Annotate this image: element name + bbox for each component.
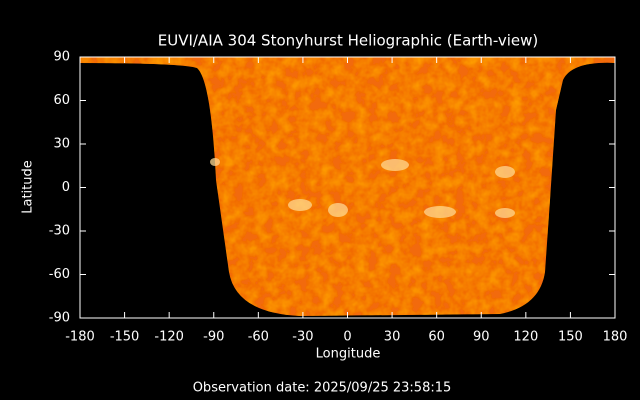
- x-tick-label: -90: [203, 330, 224, 345]
- x-tick-label: 0: [343, 330, 351, 345]
- y-axis-label: Latitude: [21, 160, 36, 214]
- observation-date: Observation date: 2025/09/25 23:58:15: [193, 381, 452, 396]
- x-tick-label: -120: [154, 330, 184, 345]
- chart-title: EUVI/AIA 304 Stonyhurst Heliographic (Ea…: [158, 32, 539, 50]
- solar-map-image: [80, 57, 615, 316]
- y-tick-label: 60: [53, 93, 70, 108]
- x-tick-label: -150: [110, 330, 140, 345]
- x-tick-label: 120: [513, 330, 538, 345]
- x-tick-label: 30: [384, 330, 401, 345]
- x-axis-label: Longitude: [316, 347, 381, 362]
- y-tick-label: -60: [49, 267, 70, 282]
- bright-regions: [210, 158, 515, 218]
- x-tick-label: 150: [558, 330, 583, 345]
- y-tick-label: 30: [53, 137, 70, 152]
- x-tick-label: 90: [473, 330, 490, 345]
- x-tick-label: -30: [292, 330, 313, 345]
- x-tick-label: -180: [65, 330, 95, 345]
- y-tick-label: -30: [49, 224, 70, 239]
- x-tick-label: 180: [603, 330, 628, 345]
- x-tick-label: 60: [428, 330, 445, 345]
- y-tick-label: 90: [53, 50, 70, 65]
- y-tick-label: 0: [62, 180, 70, 195]
- x-tick-label: -60: [248, 330, 269, 345]
- y-tick-label: -90: [49, 311, 70, 326]
